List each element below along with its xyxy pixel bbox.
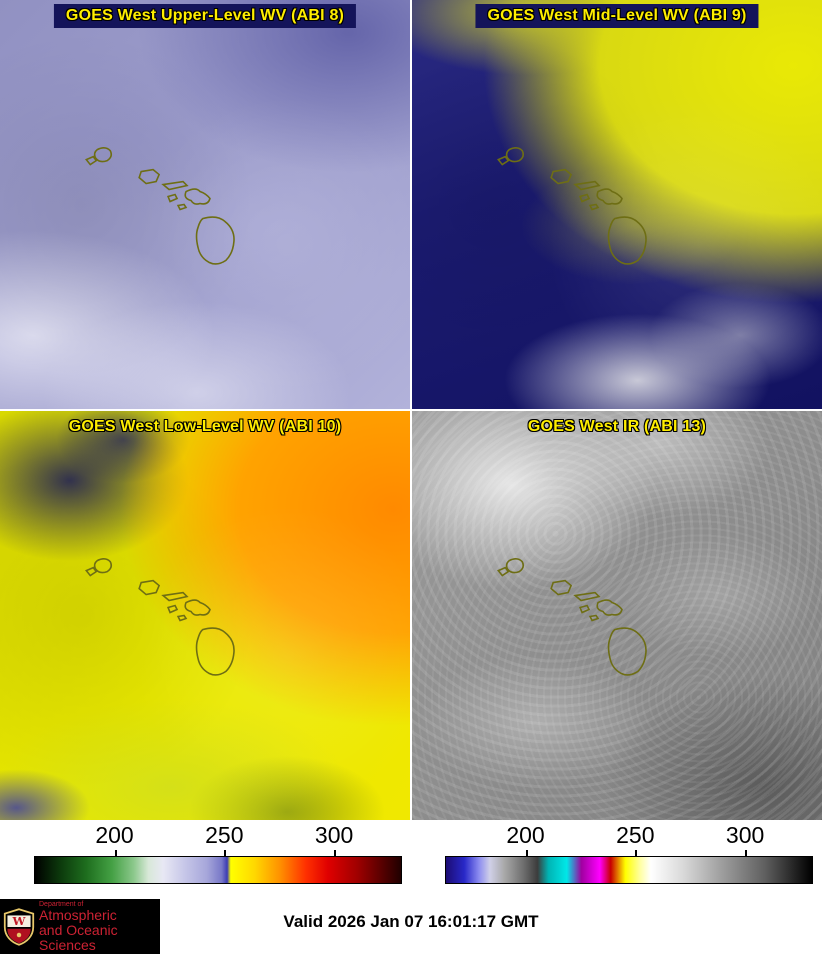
wv-tick-mark bbox=[334, 850, 337, 857]
panel-ir: GOES West IR (ABI 13) bbox=[412, 411, 822, 820]
footer: W Department of Atmospheric and Oceanic … bbox=[0, 888, 822, 954]
wv-colorbar bbox=[34, 850, 402, 884]
logo-line-3: and Oceanic Sciences bbox=[39, 921, 118, 953]
wv-tick-mark bbox=[224, 850, 227, 857]
logo-line-1: Department of bbox=[39, 900, 84, 908]
wv-colorbar-labels: 200 250 300 bbox=[34, 822, 400, 850]
panel-upper-level-wv: GOES West Upper-Level WV (ABI 8) bbox=[0, 0, 410, 409]
wv-tick-label-300: 300 bbox=[314, 822, 354, 848]
ir-tick-mark bbox=[525, 850, 528, 857]
logo-line-2: Atmospheric bbox=[39, 907, 117, 924]
wv-tick-label-200: 200 bbox=[95, 822, 134, 848]
ir-colorbar bbox=[445, 850, 813, 884]
hawaii-islands-outline bbox=[497, 147, 647, 265]
ir-tick-label-250: 250 bbox=[616, 822, 655, 848]
panel-title-mid-wv: GOES West Mid-Level WV (ABI 9) bbox=[475, 4, 759, 28]
hawaii-islands-outline bbox=[497, 558, 647, 676]
logo-text: Department of Atmospheric and Oceanic Sc… bbox=[39, 901, 160, 952]
quad-panel-grid: GOES West Upper-Level WV (ABI 8) GOES We… bbox=[0, 0, 822, 820]
ir-tick-label-200: 200 bbox=[506, 822, 545, 848]
uw-aos-logo: W Department of Atmospheric and Oceanic … bbox=[0, 899, 160, 954]
hawaii-islands-outline bbox=[85, 558, 235, 676]
ir-colorbar-block: 200 250 300 bbox=[411, 820, 822, 888]
ir-tick-label-300: 300 bbox=[725, 822, 765, 848]
svg-text:W: W bbox=[12, 914, 27, 928]
valid-timestamp: Valid 2026 Jan 07 16:01:17 GMT bbox=[283, 912, 539, 931]
ir-tick-mark bbox=[635, 850, 638, 857]
panel-mid-level-wv: GOES West Mid-Level WV (ABI 9) bbox=[412, 0, 822, 409]
colorbar-row: 200 250 300 200 250 300 bbox=[0, 820, 822, 888]
panel-low-level-wv: GOES West Low-Level WV (ABI 10) bbox=[0, 411, 410, 820]
panel-title-upper-wv: GOES West Upper-Level WV (ABI 8) bbox=[53, 4, 357, 28]
uw-crest-icon: W bbox=[3, 907, 35, 946]
wv-tick-label-250: 250 bbox=[205, 822, 244, 848]
hawaii-islands-outline bbox=[85, 147, 235, 265]
panel-title-low-wv: GOES West Low-Level WV (ABI 10) bbox=[68, 418, 342, 435]
panel-title-ir: GOES West IR (ABI 13) bbox=[527, 418, 707, 435]
wv-colorbar-block: 200 250 300 bbox=[0, 820, 411, 888]
ir-colorbar-labels: 200 250 300 bbox=[445, 822, 811, 850]
wv-tick-mark bbox=[114, 850, 117, 857]
ir-tick-mark bbox=[745, 850, 748, 857]
